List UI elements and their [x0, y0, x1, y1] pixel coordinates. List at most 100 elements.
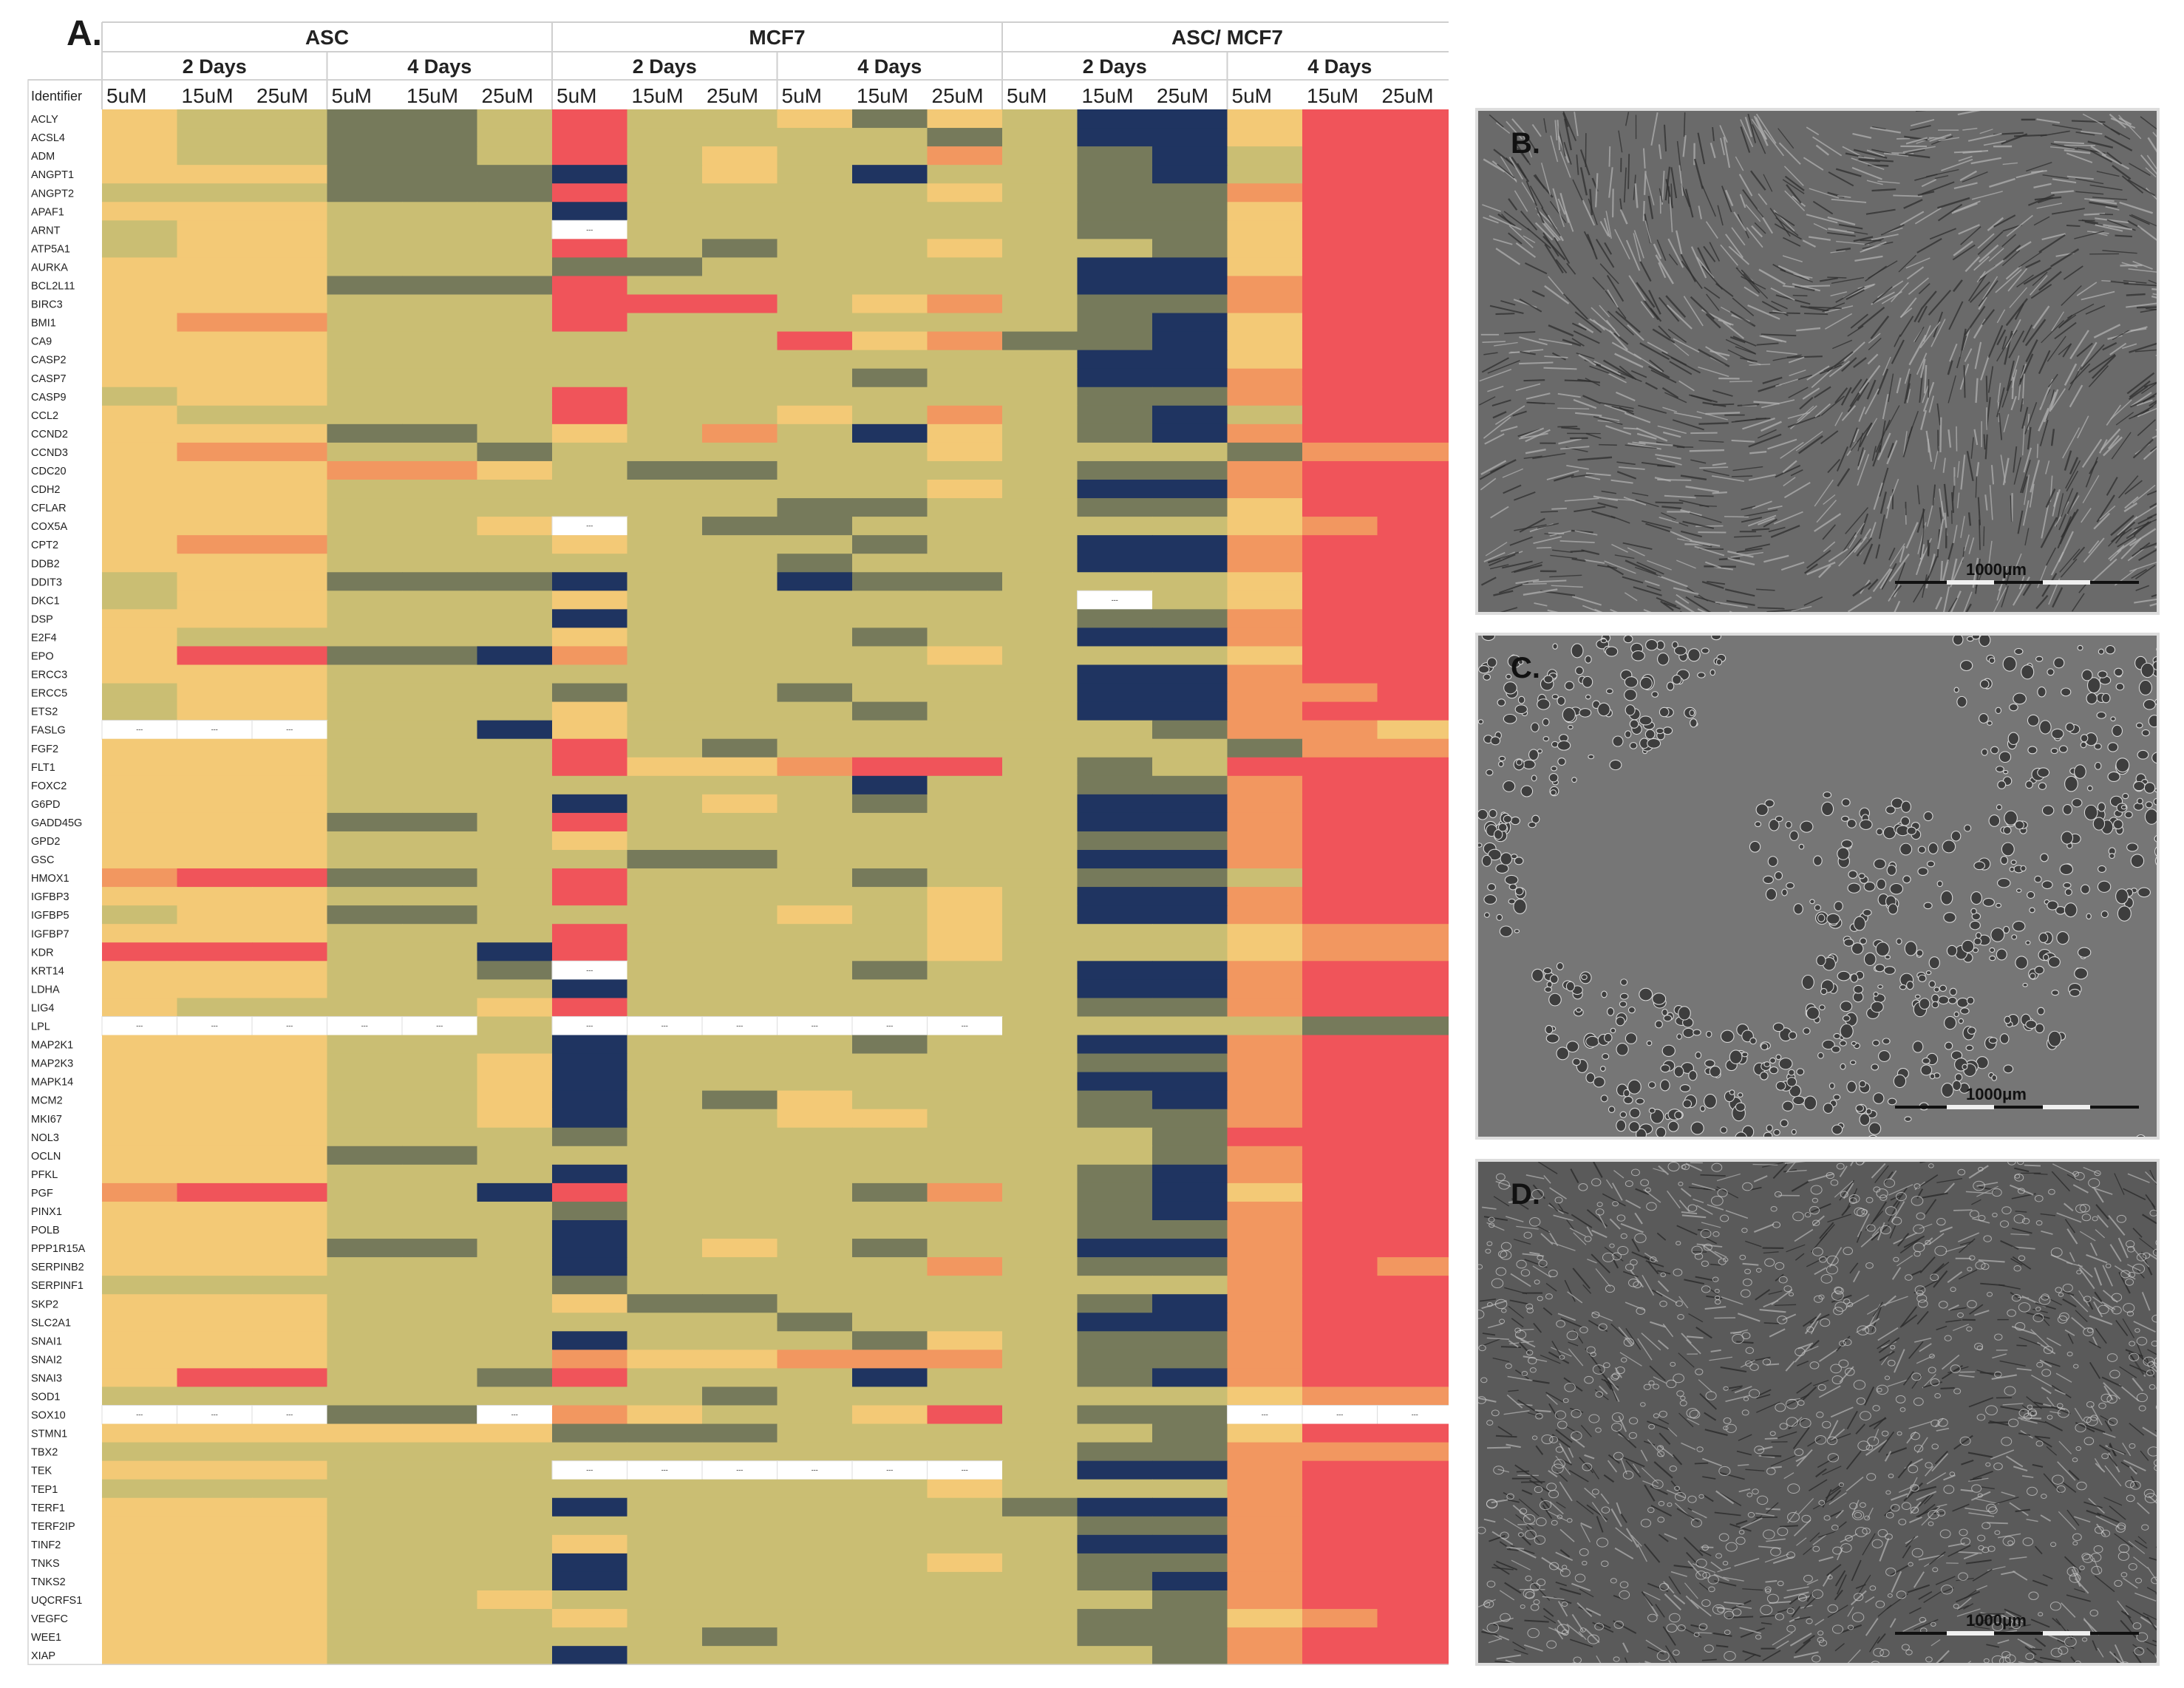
heatmap-cell — [1077, 1090, 1153, 1110]
heatmap-cell — [1077, 1534, 1153, 1554]
row-label: CPT2 — [31, 540, 58, 551]
heatmap-cell — [852, 720, 928, 740]
heatmap-cell — [402, 1516, 478, 1536]
heatmap-cell — [177, 812, 253, 832]
heatmap-cell — [477, 757, 553, 777]
heatmap-cell — [1227, 1350, 1303, 1369]
row-label: CCND2 — [31, 429, 68, 440]
heatmap-cell — [852, 480, 928, 499]
heatmap-cell — [1002, 405, 1078, 425]
row-label: SERPINF1 — [31, 1280, 84, 1292]
heatmap-cell — [1227, 554, 1303, 573]
heatmap-cell — [1377, 646, 1449, 666]
heatmap-cell — [1077, 1072, 1153, 1092]
heatmap-cell — [252, 239, 328, 258]
heatmap-cell — [1002, 831, 1078, 851]
heatmap-cell — [327, 1220, 403, 1239]
heatmap-cell — [1002, 1479, 1078, 1499]
heatmap-cell — [402, 905, 478, 925]
heatmap-cell — [252, 109, 328, 129]
heatmap-cell — [252, 387, 328, 406]
heatmap-cell — [1377, 609, 1449, 628]
heatmap-cell — [177, 1516, 253, 1536]
heatmap-cell — [927, 627, 1003, 647]
heatmap-cell — [777, 1479, 853, 1499]
heatmap-cell — [1302, 1294, 1378, 1313]
heatmap-cell — [852, 831, 928, 851]
heatmap-cell — [177, 887, 253, 906]
heatmap-cell — [1077, 1016, 1153, 1036]
heatmap-cell — [1227, 1368, 1303, 1388]
heatmap-cell — [852, 109, 928, 129]
heatmap-cell — [777, 868, 853, 888]
heatmap-cell — [402, 701, 478, 721]
heatmap-cell — [552, 109, 628, 129]
heatmap-cell — [552, 368, 628, 388]
heatmap-cell — [252, 683, 328, 703]
heatmap-cell — [1227, 1294, 1303, 1313]
heatmap-cell — [702, 294, 778, 314]
heatmap-cell — [1077, 239, 1153, 258]
heatmap-cell — [777, 887, 853, 906]
heatmap-cell — [177, 979, 253, 998]
heatmap-cell — [1302, 627, 1378, 647]
heatmap-cell — [1227, 1109, 1303, 1129]
heatmap-cell — [852, 183, 928, 203]
heatmap-cell — [627, 1146, 703, 1165]
heatmap-cell — [177, 1571, 253, 1591]
heatmap-cell — [702, 850, 778, 869]
heatmap-cell — [1302, 1627, 1378, 1647]
heatmap-cell — [552, 905, 628, 925]
heatmap-cell — [852, 646, 928, 666]
heatmap-cell — [852, 812, 928, 832]
heatmap-cell — [402, 442, 478, 462]
heatmap-cell — [1227, 1497, 1303, 1517]
heatmap-cell — [627, 812, 703, 832]
heatmap-cell — [1077, 1423, 1153, 1443]
heatmap-cell — [927, 405, 1003, 425]
heatmap-cell — [702, 1313, 778, 1332]
row-label: FASLG — [31, 725, 66, 737]
heatmap-cell — [1077, 480, 1153, 499]
row-label: CFLAR — [31, 503, 67, 514]
heatmap-cell — [1077, 812, 1153, 832]
heatmap-cell — [1002, 1294, 1078, 1313]
heatmap-cell — [927, 1276, 1003, 1295]
heatmap-cell — [852, 1646, 928, 1665]
heatmap-cell — [852, 591, 928, 610]
heatmap-cell — [552, 1368, 628, 1388]
heatmap-cell — [477, 257, 553, 277]
heatmap-cell — [552, 1072, 628, 1092]
dose-header: 25uM — [256, 84, 308, 107]
heatmap-cell — [102, 1220, 178, 1239]
heatmap-cell — [1152, 1386, 1228, 1406]
missing-marker: --- — [886, 1022, 893, 1030]
heatmap-cell — [852, 868, 928, 888]
heatmap-cell — [1152, 1257, 1228, 1276]
row-label: BMI1 — [31, 318, 56, 330]
heatmap-cell — [1302, 757, 1378, 777]
missing-marker: --- — [1412, 1411, 1418, 1418]
heatmap-cell — [1077, 1164, 1153, 1184]
heatmap-cell — [1077, 664, 1153, 684]
heatmap-cell — [852, 998, 928, 1018]
heatmap-cell — [552, 1479, 628, 1499]
heatmap-cell — [1227, 313, 1303, 333]
heatmap-cell — [177, 1331, 253, 1350]
heatmap-cell — [1152, 423, 1228, 443]
heatmap-cell — [927, 387, 1003, 406]
heatmap-cell — [1077, 831, 1153, 851]
heatmap-cell — [1152, 109, 1228, 129]
row-label: ATP5A1 — [31, 243, 70, 255]
heatmap-cell — [1227, 460, 1303, 480]
row-label: ETS2 — [31, 707, 58, 718]
heatmap-cell — [852, 517, 928, 536]
heatmap-cell — [627, 1201, 703, 1221]
heatmap-cell — [927, 535, 1003, 554]
heatmap-cell — [627, 1053, 703, 1073]
heatmap-cell — [1302, 368, 1378, 388]
heatmap-cell — [852, 1534, 928, 1554]
heatmap-cell — [1227, 498, 1303, 517]
heatmap-cell — [102, 961, 178, 980]
heatmap-cell — [927, 1331, 1003, 1350]
